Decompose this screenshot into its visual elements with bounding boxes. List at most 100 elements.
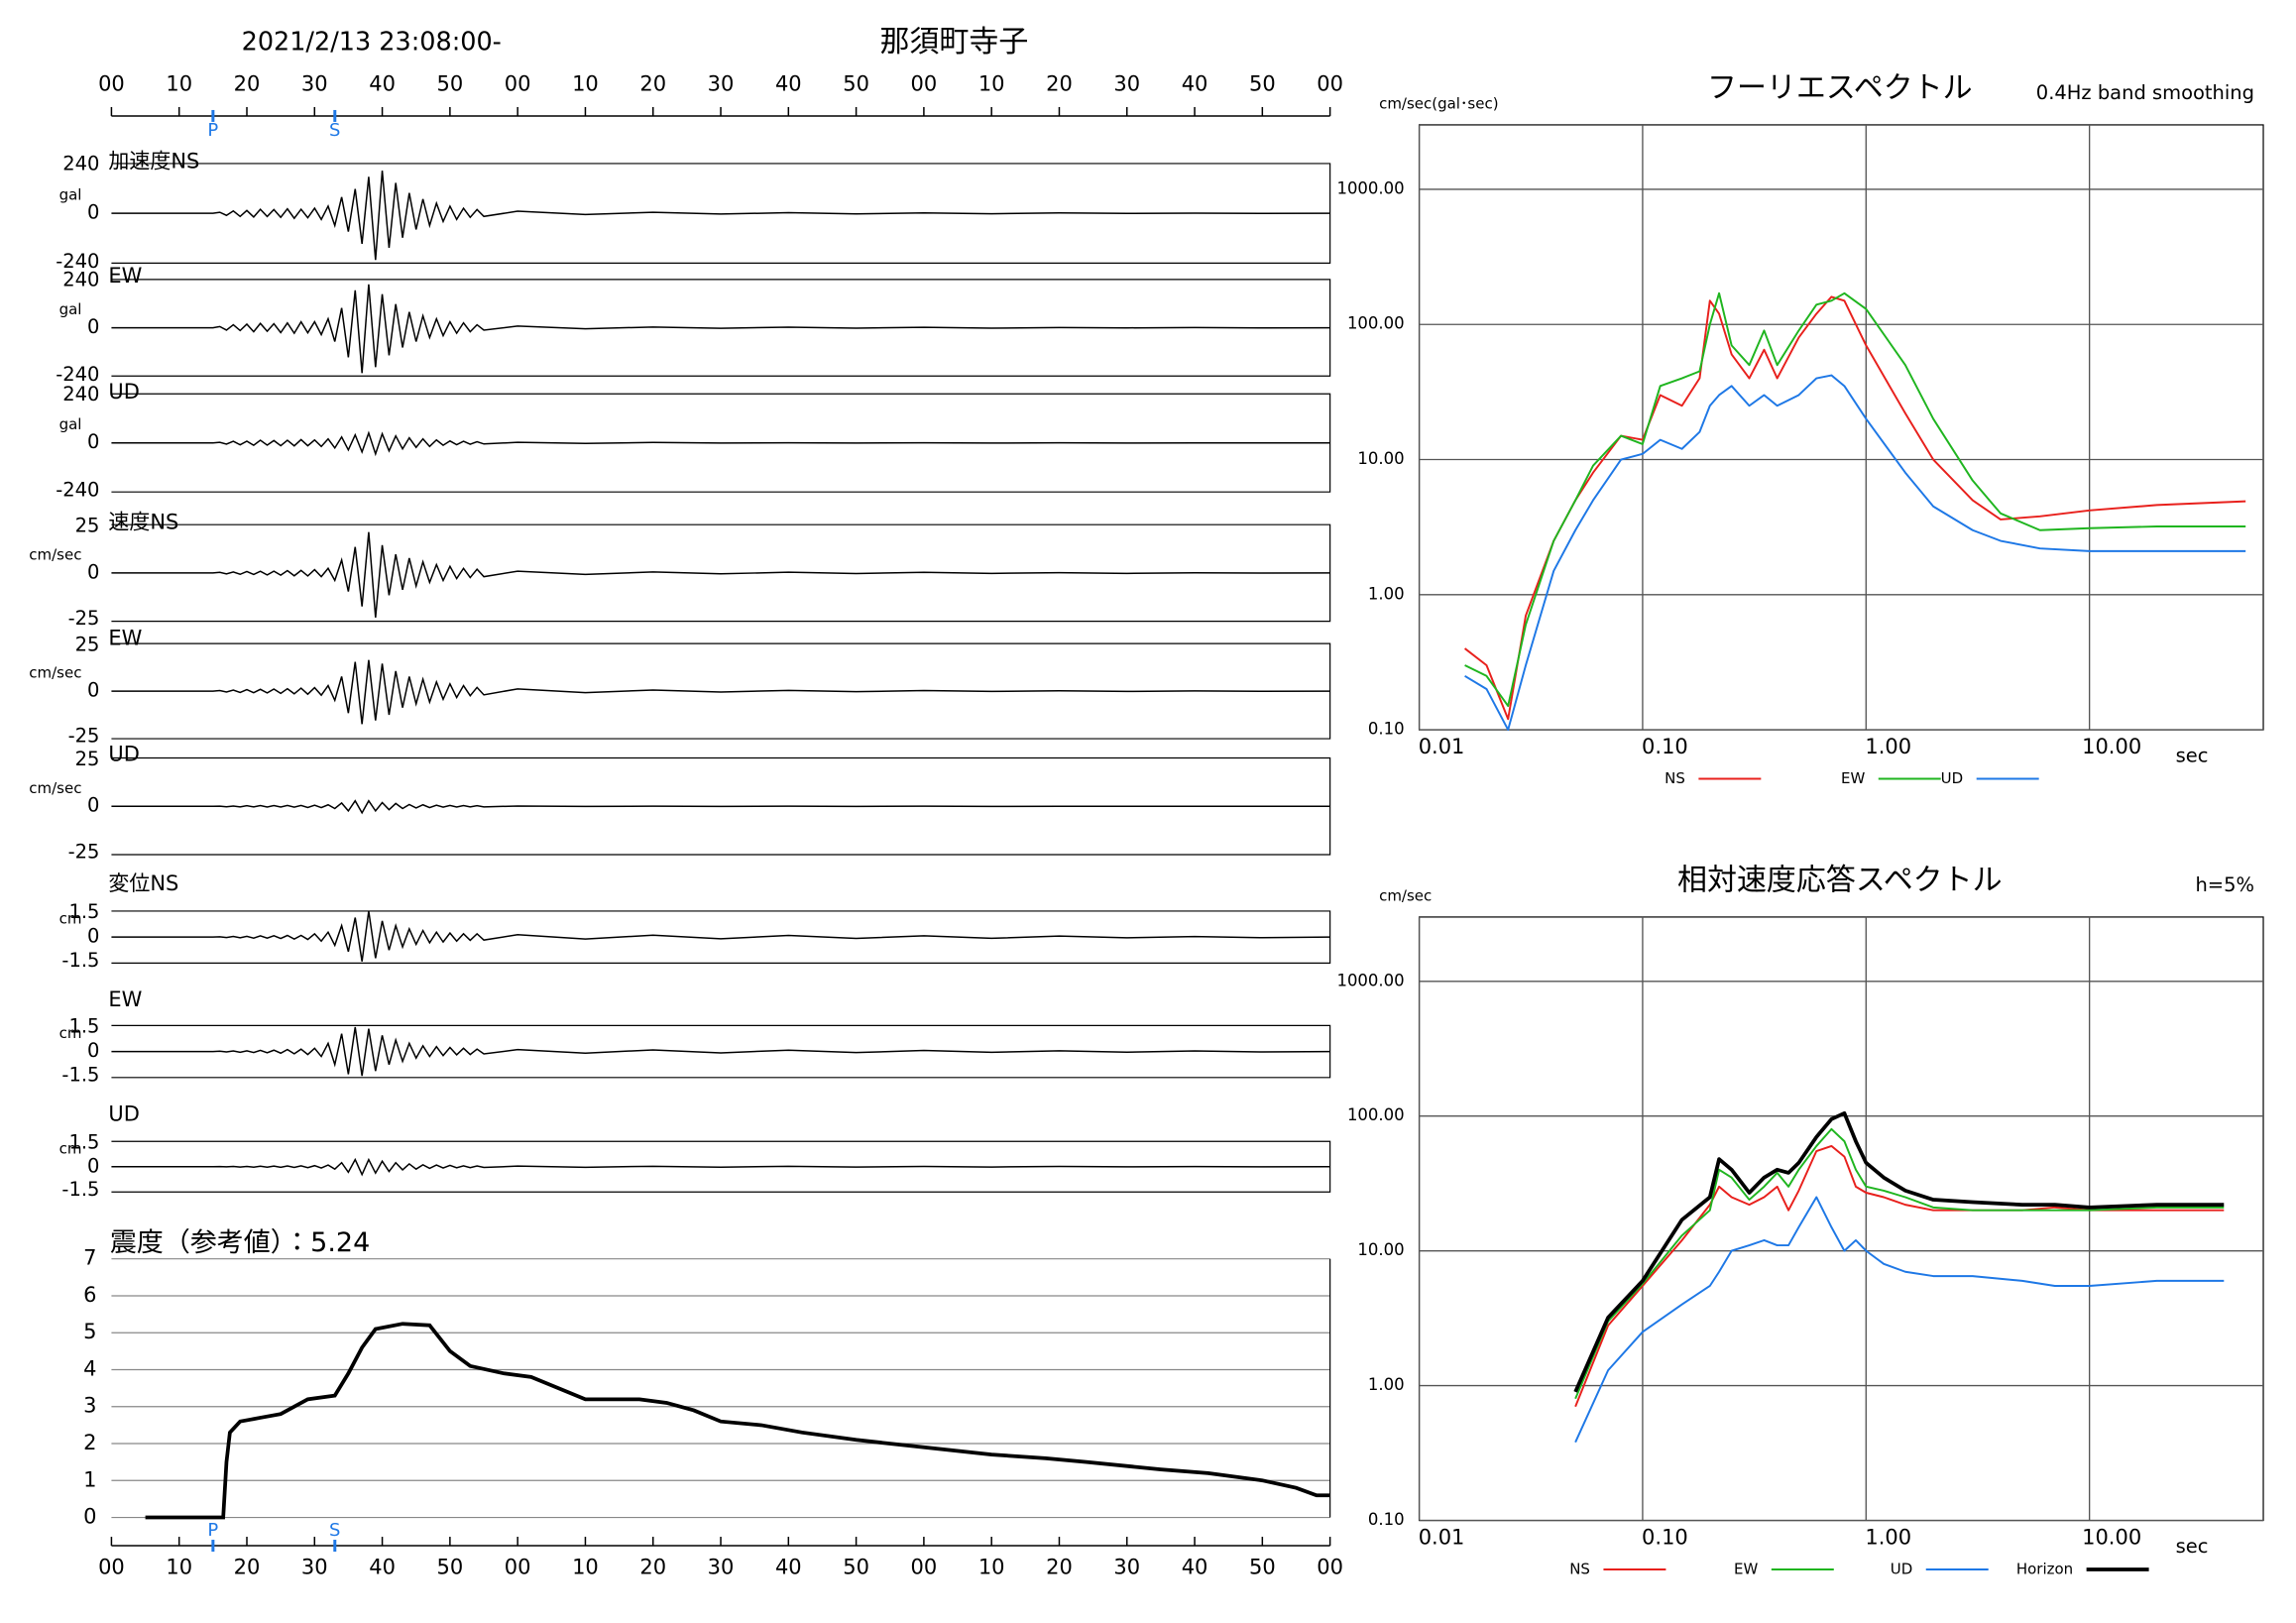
y-tick-label: 0	[83, 1505, 96, 1529]
y-tick-label: 240	[62, 383, 99, 406]
spectrum-line	[1574, 1196, 2225, 1444]
y-tick-label: 100.00	[1347, 1105, 1405, 1124]
spectrum-line	[1463, 295, 2246, 721]
x-tick-label: 40	[1182, 71, 1208, 95]
chart-subtitle: 0.4Hz band smoothing	[2036, 81, 2254, 104]
y-tick-label: 10.00	[1357, 449, 1404, 468]
x-tick-label: 50	[1249, 71, 1276, 95]
waveform-trace	[111, 284, 1330, 374]
panel-name: EW	[108, 264, 142, 288]
x-tick-label: 1.00	[1865, 735, 1911, 758]
panel-unit: gal	[59, 415, 82, 433]
x-tick-label: 00	[505, 1556, 531, 1579]
chart-title: 震度（参考値）：5.24	[110, 1227, 370, 1258]
y-tick-label: -25	[68, 841, 100, 864]
x-tick-label: 00	[505, 71, 531, 95]
y-axis-unit: cm/sec(gal･sec)	[1379, 94, 1498, 112]
chart-subtitle: h=5%	[2195, 873, 2254, 896]
y-tick-label: -25	[68, 607, 100, 630]
waveform-trace	[111, 1026, 1330, 1077]
phase-label: S	[329, 120, 340, 141]
intensity-line	[145, 1322, 1330, 1520]
panel-frame	[111, 642, 1331, 740]
y-tick-label: 100.00	[1347, 314, 1405, 333]
y-tick-label: 240	[62, 268, 99, 290]
spectrum-line	[1464, 291, 2246, 708]
x-tick-label: 00	[98, 71, 125, 95]
x-tick-label: 30	[301, 71, 328, 95]
y-tick-label: 0	[87, 925, 99, 948]
x-tick-label: 10	[572, 71, 599, 95]
panel-unit: cm/sec	[29, 545, 81, 563]
waveform-trace	[111, 659, 1330, 725]
plot-frame	[1418, 124, 2264, 731]
legend-label: EW	[1841, 769, 1865, 787]
panel-name: 変位NS	[108, 871, 178, 895]
x-tick-label: 20	[234, 71, 261, 95]
panel-unit: cm	[59, 910, 82, 928]
x-tick-label: 40	[775, 1556, 802, 1579]
y-tick-label: 5	[83, 1320, 96, 1343]
y-axis-unit: cm/sec	[1379, 886, 1432, 904]
panel-unit: cm	[59, 1139, 82, 1157]
station-name: 那須町寺子	[879, 25, 1028, 59]
x-tick-label: 0.10	[1642, 1526, 1688, 1550]
panel-name: UD	[108, 380, 140, 404]
phase-label: S	[329, 1520, 340, 1541]
x-axis-unit: sec	[2176, 1535, 2209, 1558]
x-tick-label: 30	[1113, 1556, 1140, 1579]
x-tick-label: 10	[166, 71, 192, 95]
panel-name: UD	[108, 743, 140, 766]
waveform-trace	[111, 910, 1330, 962]
y-tick-label: 3	[83, 1394, 96, 1418]
waveform-trace	[111, 799, 1330, 815]
x-axis-unit: sec	[2176, 745, 2209, 767]
panel-unit: gal	[59, 186, 82, 204]
x-tick-label: 00	[98, 1556, 125, 1579]
spectrum-line	[1574, 1127, 2225, 1400]
record-time: 2021/2/13 23:08:00-	[242, 28, 502, 58]
y-tick-label: -25	[68, 725, 100, 748]
panel-unit: gal	[59, 300, 82, 318]
panel-name: EW	[108, 627, 142, 650]
y-tick-label: 1.5	[68, 1014, 99, 1037]
x-tick-label: 40	[369, 1556, 396, 1579]
y-tick-label: 25	[75, 748, 100, 770]
chart-title: 相対速度応答スペクトル	[1677, 863, 2003, 897]
y-tick-label: -1.5	[61, 1064, 99, 1087]
y-tick-label: 10.00	[1357, 1240, 1404, 1259]
panel-unit: cm/sec	[29, 664, 81, 682]
y-tick-label: 0	[87, 679, 99, 702]
y-tick-label: -1.5	[61, 1178, 99, 1201]
y-tick-label: 1000.00	[1336, 971, 1404, 989]
panel-name: UD	[108, 1101, 140, 1125]
x-tick-label: 0.01	[1419, 735, 1465, 758]
panel-unit: cm	[59, 1024, 82, 1042]
chart-title: フーリエスペクトル	[1707, 70, 1973, 105]
x-tick-label: 10	[978, 71, 1005, 95]
x-tick-label: 10	[978, 1556, 1005, 1579]
waveform-trace	[111, 430, 1330, 457]
x-tick-label: 10	[572, 1556, 599, 1579]
spectrum-line	[1464, 374, 2246, 732]
x-tick-label: 50	[843, 1556, 869, 1579]
y-tick-label: 1.5	[68, 1130, 99, 1153]
y-tick-label: 7	[83, 1246, 96, 1270]
legend-label: Horizon	[2016, 1561, 2073, 1578]
y-tick-label: 1	[83, 1467, 96, 1491]
x-tick-label: 1.00	[1865, 1526, 1911, 1550]
x-tick-label: 20	[1046, 71, 1073, 95]
x-tick-label: 30	[708, 71, 735, 95]
legend-label: EW	[1734, 1561, 1758, 1578]
waveform-trace	[111, 171, 1330, 261]
x-tick-label: 10.00	[2082, 735, 2141, 758]
y-tick-label: 0	[87, 794, 99, 817]
y-tick-label: 1.5	[68, 900, 99, 923]
y-tick-label: 0	[87, 560, 99, 583]
x-tick-label: 40	[369, 71, 396, 95]
plot-frame	[1418, 916, 2264, 1522]
y-tick-label: -240	[56, 479, 99, 502]
x-tick-label: 30	[1113, 71, 1140, 95]
x-tick-label: 20	[639, 1556, 666, 1579]
